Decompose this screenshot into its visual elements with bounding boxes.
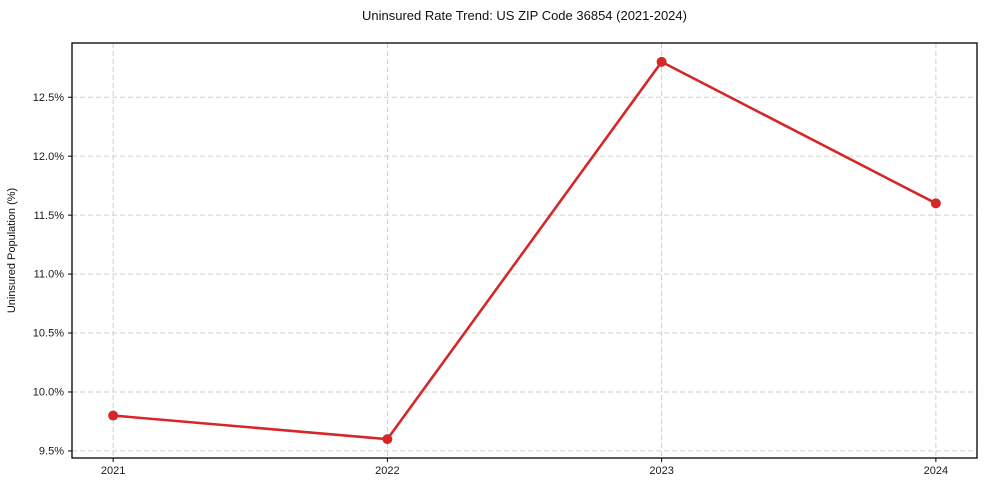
- data-point: [108, 410, 119, 421]
- y-tick-label: 11.0%: [34, 269, 65, 281]
- plot-group: 2021 2022 2023 2024 9.5% 10.0% 10.5% 11.0% 11.5%…: [33, 42, 978, 477]
- y-tick-label: 10.0%: [33, 387, 64, 399]
- y-tick-label: 10.5%: [33, 328, 64, 340]
- data-point: [930, 198, 941, 209]
- chart-title: Uninsured Rate Trend: US ZIP Code 36854 …: [362, 8, 687, 23]
- y-tick-label: 12.5%: [33, 92, 64, 104]
- data-point: [656, 56, 667, 67]
- plot-border: [71, 42, 978, 459]
- y-tick-label: 11.5%: [34, 210, 65, 222]
- data-point: [382, 434, 393, 445]
- y-tick-label: 12.0%: [33, 151, 64, 163]
- x-tick-label: 2024: [924, 465, 948, 477]
- data-line: [111, 60, 938, 441]
- x-tick-label: 2021: [101, 465, 125, 477]
- x-tick-label: 2023: [649, 465, 673, 477]
- y-tick-label: 9.5%: [39, 446, 64, 458]
- x-tick-label: 2022: [375, 465, 399, 477]
- y-axis-label: Uninsured Population (%): [6, 188, 18, 313]
